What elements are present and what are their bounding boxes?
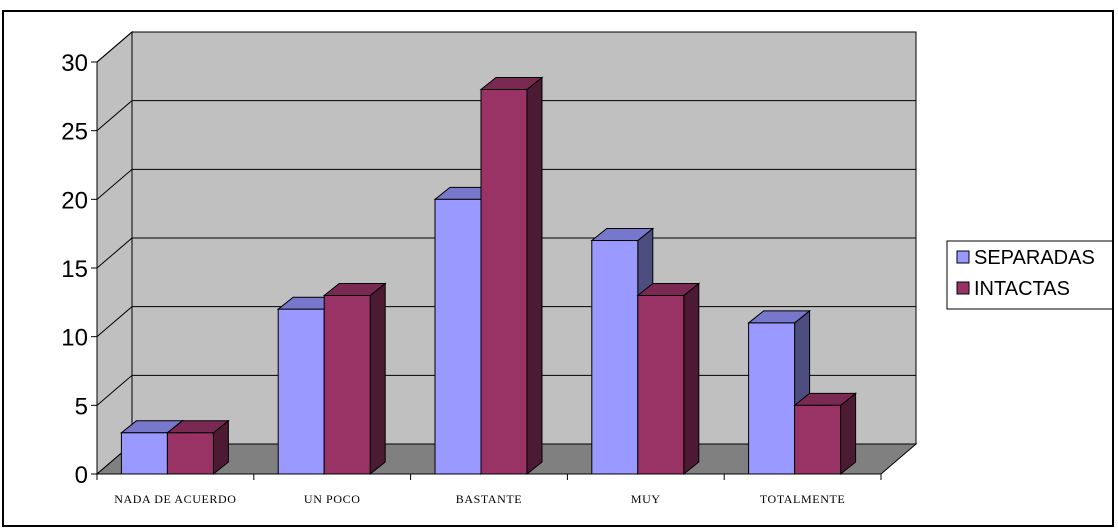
bar-side-face	[369, 282, 386, 476]
x-category-label: TOTALMENTE	[760, 492, 845, 506]
bar-intactas-1	[322, 282, 387, 476]
y-tick-label: 15	[61, 256, 88, 283]
gridline-side	[96, 100, 133, 132]
y-tick-label: 30	[61, 50, 88, 77]
gridline-side	[96, 168, 133, 200]
bar-front-face	[637, 294, 685, 475]
y-tick-label: 5	[75, 393, 88, 420]
bar-intactas-0	[165, 419, 230, 476]
bar-intactas-2	[479, 76, 544, 476]
bar-front-face	[277, 308, 325, 475]
bar-side-face	[526, 76, 543, 476]
y-tick-label: 10	[61, 325, 88, 352]
gridline-side	[96, 306, 133, 338]
x-category-label: MUY	[631, 492, 661, 506]
gridline-side	[96, 374, 133, 406]
legend: SEPARADAS INTACTAS	[946, 240, 1112, 310]
legend-box	[946, 240, 1112, 310]
bar-intactas-3	[636, 282, 701, 476]
x-axis-category-labels: NADA DE ACUERDO UN POCO BASTANTE MUY TOTALME…	[114, 492, 845, 506]
gridline-side	[96, 31, 133, 63]
y-tick-label: 25	[61, 119, 88, 146]
bar-side-face	[840, 392, 857, 476]
legend-label-intactas: INTACTAS	[974, 278, 1070, 300]
bar-front-face	[591, 240, 639, 475]
bar-intactas-4	[793, 392, 858, 476]
legend-label-separadas: SEPARADAS	[974, 247, 1095, 269]
x-category-label: BASTANTE	[456, 492, 523, 506]
y-tick-label: 0	[75, 462, 88, 489]
bar-front-face	[323, 294, 371, 475]
bar-front-face	[120, 432, 168, 475]
bar-side-face	[683, 282, 700, 476]
x-category-label: UN POCO	[304, 492, 361, 506]
gridline-side	[96, 237, 133, 269]
bars	[119, 76, 858, 476]
chart-frame: 0 5 10 15 20 25 30 NADA DE ACUERDO UN POCO BASTA…	[2, 10, 1114, 527]
bar-front-face	[748, 322, 796, 475]
bar-chart: 0 5 10 15 20 25 30 NADA DE ACUERDO UN POCO BASTA…	[61, 30, 1112, 506]
legend-swatch-separadas	[956, 250, 970, 264]
x-category-label: NADA DE ACUERDO	[114, 492, 236, 506]
legend-swatch-intactas	[956, 281, 970, 295]
bar-front-face	[434, 198, 482, 475]
y-tick-label: 20	[61, 187, 88, 214]
bar-front-face	[166, 432, 214, 475]
y-axis-tick-labels: 0 5 10 15 20 25 30	[61, 50, 88, 489]
bar-front-face	[480, 88, 528, 475]
bar-front-face	[794, 404, 842, 475]
